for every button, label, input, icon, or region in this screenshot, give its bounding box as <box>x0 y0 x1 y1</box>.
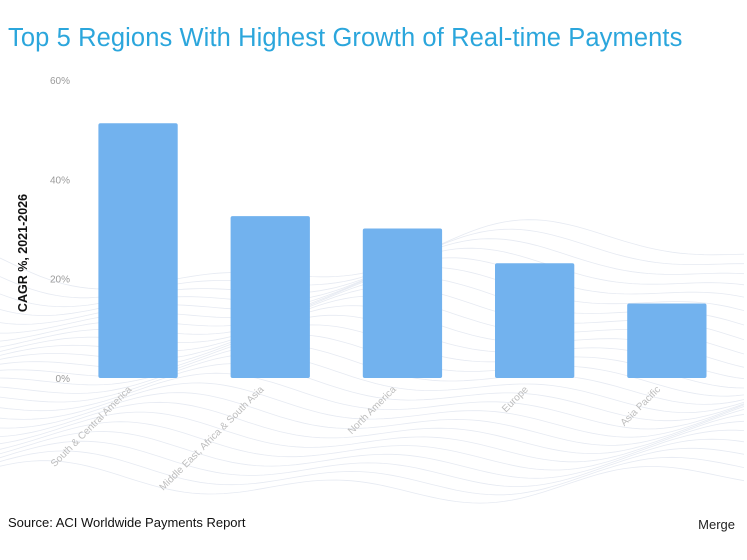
x-tick-label: Asia Pacific <box>619 384 663 428</box>
bar <box>98 123 178 378</box>
wave-line <box>0 392 745 446</box>
wave-line <box>0 372 745 430</box>
y-tick-label: 0% <box>56 374 71 385</box>
bar <box>230 216 310 378</box>
wave-line <box>0 431 745 479</box>
wave-line <box>0 460 745 504</box>
wave-line <box>0 411 745 463</box>
wave-line <box>0 353 745 414</box>
chart-title: Top 5 Regions With Highest Growth of Rea… <box>8 24 683 52</box>
wave-line <box>0 421 745 471</box>
x-tick-label: Europe <box>500 384 531 415</box>
y-tick-label: 60% <box>50 76 70 87</box>
bar <box>627 303 707 378</box>
y-tick-label: 20% <box>50 275 70 286</box>
x-tick-label: South & Central America <box>49 384 135 470</box>
brand-logo-text: Merge <box>698 517 735 532</box>
bar <box>362 228 443 378</box>
wave-line <box>0 401 745 455</box>
y-axis-label: CAGR %, 2021-2026 <box>16 194 30 312</box>
y-tick-label: 40% <box>50 175 70 186</box>
wave-line <box>0 363 745 422</box>
x-axis-labels: South & Central America Middle East, Afri… <box>49 384 663 493</box>
y-axis-ticks: 0% 20% 40% 60% <box>50 76 70 385</box>
bar <box>495 263 575 378</box>
wave-line <box>0 450 745 496</box>
x-tick-label: North America <box>346 384 399 437</box>
source-note: Source: ACI Worldwide Payments Report <box>8 515 246 530</box>
wave-line <box>0 440 745 487</box>
bars <box>98 123 707 378</box>
wave-line <box>0 382 745 438</box>
